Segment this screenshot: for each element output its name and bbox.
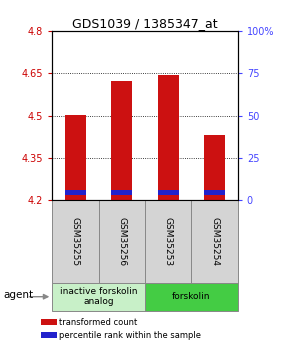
Bar: [52, 283, 145, 310]
Text: GSM35256: GSM35256: [117, 217, 126, 266]
Title: GDS1039 / 1385347_at: GDS1039 / 1385347_at: [72, 17, 218, 30]
Text: inactive forskolin
analog: inactive forskolin analog: [60, 287, 137, 306]
Bar: [111, 81, 132, 200]
Bar: [158, 190, 179, 195]
Text: transformed count: transformed count: [59, 318, 138, 327]
Bar: [204, 190, 225, 195]
Bar: [158, 75, 179, 200]
Text: GSM35254: GSM35254: [210, 217, 219, 266]
Bar: [65, 115, 86, 200]
Bar: [145, 283, 238, 310]
Bar: [111, 190, 132, 195]
Text: agent: agent: [3, 290, 33, 300]
Bar: [191, 200, 238, 283]
Bar: [65, 190, 86, 195]
Bar: [204, 135, 225, 200]
Bar: [99, 200, 145, 283]
Text: GSM35255: GSM35255: [71, 217, 80, 266]
Text: GSM35253: GSM35253: [164, 217, 173, 266]
Bar: [52, 200, 99, 283]
Bar: [145, 200, 191, 283]
Text: forskolin: forskolin: [172, 292, 211, 301]
Text: percentile rank within the sample: percentile rank within the sample: [59, 331, 202, 340]
